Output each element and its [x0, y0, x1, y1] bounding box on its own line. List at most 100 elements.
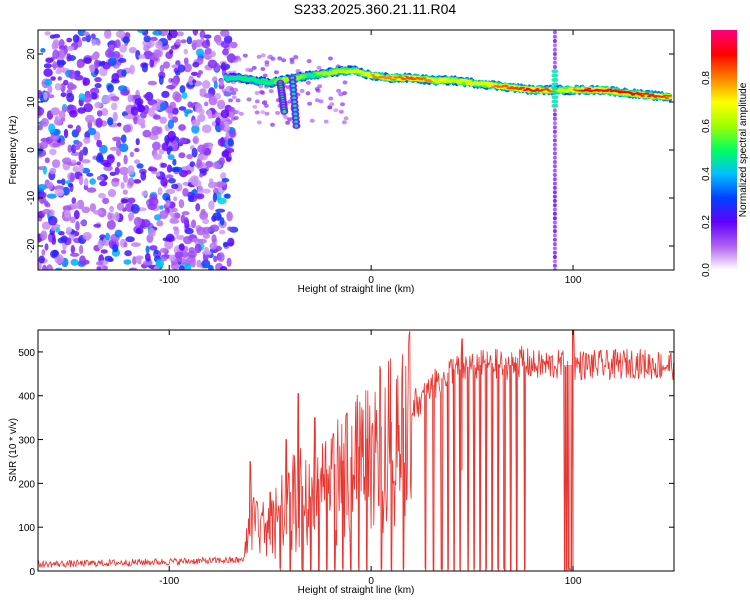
noise-blob	[69, 216, 76, 223]
noise-blob	[180, 39, 187, 44]
noise-blob	[115, 30, 126, 38]
noise-blob	[152, 153, 163, 160]
noise-blob	[176, 31, 184, 37]
vertical-streak-cell	[551, 103, 559, 108]
noise-blob	[159, 205, 164, 210]
noise-blob	[156, 220, 164, 227]
noise-blob	[147, 80, 157, 86]
noise-blob	[153, 114, 161, 120]
faint-blob	[270, 56, 276, 61]
noise-blob	[218, 78, 224, 87]
noise-blob	[75, 221, 80, 231]
faint-blob	[273, 70, 279, 75]
noise-blob	[99, 264, 108, 270]
vertical-streak-cell	[552, 250, 557, 255]
noise-blob	[78, 163, 84, 173]
vertical-streak-cell	[552, 30, 557, 35]
noise-blob	[58, 45, 66, 51]
noise-blob	[175, 39, 182, 45]
faint-blob	[245, 67, 251, 72]
noise-blob	[190, 71, 199, 76]
noise-blob	[207, 109, 213, 120]
noise-blob	[104, 49, 114, 58]
noise-blob	[169, 30, 178, 39]
noise-blob	[184, 227, 194, 235]
noise-blob	[117, 122, 122, 127]
vertical-streak-cell	[552, 65, 557, 69]
noise-blob	[202, 232, 210, 239]
noise-blob	[222, 48, 229, 56]
noise-blob	[77, 107, 87, 114]
faint-blob	[323, 119, 329, 124]
noise-blob	[220, 62, 227, 71]
vertical-streak-cell	[551, 77, 559, 82]
noise-blob	[81, 159, 91, 164]
vertical-streak-cell	[552, 147, 557, 151]
dip-feature-core	[294, 120, 298, 124]
noise-blob	[219, 217, 225, 226]
noise-blob	[81, 206, 91, 214]
noise-blob	[90, 92, 98, 100]
noise-blob	[135, 255, 144, 260]
noise-blob	[172, 226, 179, 231]
dip-feature-core	[282, 110, 287, 114]
faint-blob	[342, 80, 348, 85]
noise-blob	[204, 34, 212, 39]
noise-blob	[107, 117, 114, 126]
noise-blob	[219, 30, 230, 37]
noise-blob	[47, 84, 53, 94]
noise-blob	[169, 48, 174, 55]
faint-blob	[256, 120, 262, 125]
noise-blob	[94, 101, 102, 109]
faint-blob	[229, 87, 235, 92]
vertical-streak-cell	[552, 34, 557, 39]
noise-blob	[220, 266, 228, 270]
noise-blob	[216, 181, 225, 188]
noise-blob	[79, 149, 84, 158]
noise-blob	[60, 92, 67, 98]
noise-blob	[106, 154, 115, 164]
noise-blob	[96, 110, 103, 117]
dip-feature-core	[291, 92, 296, 96]
noise-blob	[135, 138, 140, 146]
noise-blob	[133, 216, 142, 227]
vertical-streak-cell	[552, 116, 557, 121]
noise-blob	[155, 40, 163, 49]
noise-blob	[86, 187, 97, 193]
faint-blob	[305, 91, 311, 96]
noise-blob	[101, 94, 112, 104]
noise-blob	[202, 218, 210, 225]
vertical-streak-cell	[552, 263, 557, 268]
noise-blob	[52, 142, 60, 148]
faint-blob	[238, 111, 244, 116]
colorbar-ticks: 0.0 0.2 0.4 0.6 0.8	[701, 71, 712, 277]
noise-blob	[116, 202, 125, 211]
faint-blob	[254, 110, 260, 115]
noise-blob	[199, 30, 206, 39]
noise-blob	[204, 101, 209, 107]
noise-blob	[182, 188, 189, 197]
noise-blob	[190, 178, 198, 186]
noise-blob	[143, 260, 153, 266]
noise-blob	[114, 166, 120, 175]
ridge-cell	[409, 76, 414, 79]
faint-blob	[262, 100, 268, 105]
noise-blob	[159, 116, 167, 125]
noise-blob	[54, 115, 60, 123]
vertical-streak-cell	[552, 129, 557, 134]
noise-blob	[123, 154, 128, 165]
noise-blob	[83, 57, 92, 64]
noise-blob	[174, 251, 184, 259]
faint-blob	[251, 65, 257, 70]
noise-blob	[66, 37, 73, 43]
faint-blob	[236, 57, 242, 62]
noise-blob	[190, 219, 197, 229]
noise-blob	[127, 197, 136, 204]
noise-blob	[226, 156, 232, 162]
noise-blob	[55, 227, 61, 233]
faint-blob	[316, 65, 322, 70]
noise-blob	[209, 224, 220, 232]
dip-feature-core	[293, 112, 298, 116]
noise-blob	[141, 62, 148, 73]
noise-blob	[61, 178, 66, 186]
